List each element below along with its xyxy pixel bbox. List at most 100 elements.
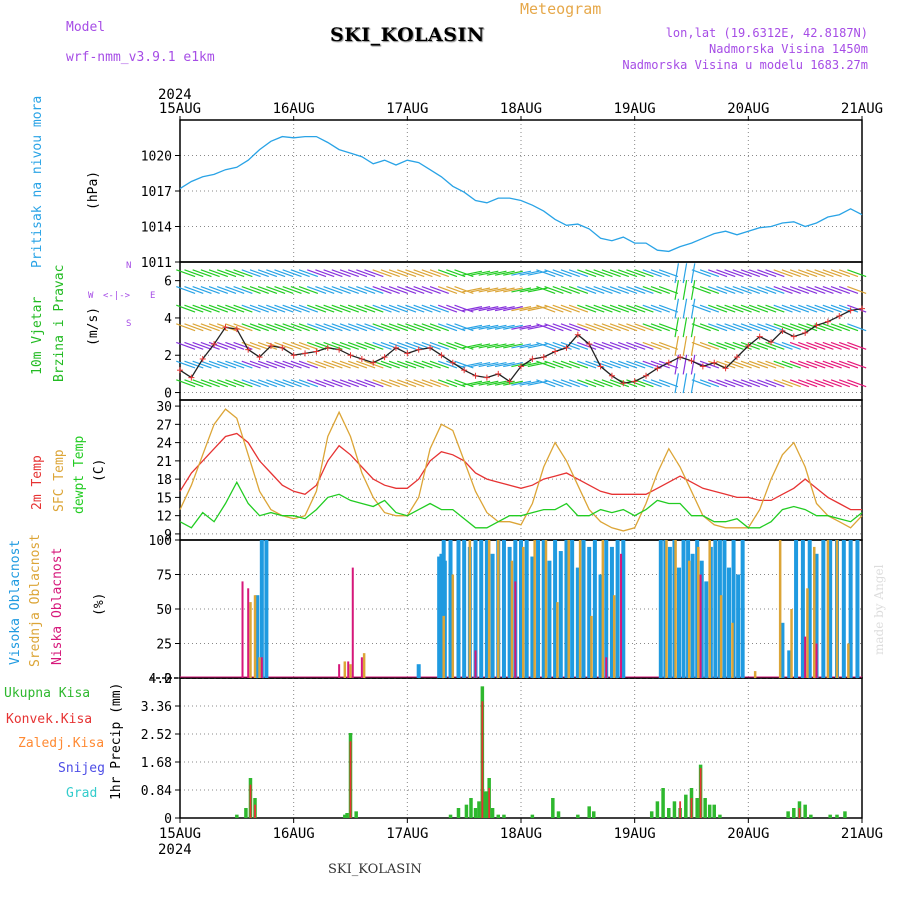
wind-barb <box>200 360 220 369</box>
precip-bar <box>473 808 478 818</box>
wind-barb <box>838 269 859 278</box>
wind-barb <box>470 380 491 386</box>
elevation-label: Nadmorska Visina 1450m <box>709 42 868 56</box>
wind-barb <box>830 323 851 332</box>
wind-barb <box>176 304 196 313</box>
wind-barb <box>372 285 392 294</box>
precip-bar <box>835 814 839 818</box>
precip-bar <box>464 804 469 818</box>
precip-bar <box>803 804 807 818</box>
model-elevation-label: Nadmorska Visina u modelu 1683.27m <box>622 58 868 72</box>
wind-barb <box>176 269 196 278</box>
precip-bar <box>235 814 239 818</box>
precip-bar <box>655 801 660 818</box>
wind-barb <box>781 341 801 350</box>
cloud-bar <box>241 581 244 678</box>
wind-barb <box>560 285 580 294</box>
y-tick-label: 1011 <box>141 256 172 271</box>
wind-barb <box>266 379 286 388</box>
wind-barb <box>544 379 564 388</box>
wind-barb <box>470 361 491 368</box>
precip-bar <box>712 804 716 818</box>
wind-barb <box>601 269 621 278</box>
precip-bar <box>672 801 677 818</box>
wind-barb <box>282 360 302 369</box>
wind-barb <box>519 343 540 349</box>
wind-barb <box>331 323 351 332</box>
wind-barb <box>814 285 834 294</box>
cloud-bar <box>501 540 506 678</box>
wind-barb <box>339 341 359 350</box>
wind-barb <box>601 304 621 313</box>
wind-barb <box>323 360 343 369</box>
wind-barb <box>847 360 867 369</box>
cloud-bar <box>731 540 736 678</box>
cloud-bar <box>778 540 782 678</box>
wind-barb <box>690 263 696 284</box>
cloud-bar <box>681 540 686 678</box>
wind-barb <box>674 317 680 338</box>
wind-barb <box>372 379 392 388</box>
wind-barb <box>494 343 515 349</box>
wind-barb <box>421 285 441 294</box>
wind-barb <box>364 285 384 294</box>
wind-barb <box>486 343 507 349</box>
x-tick-label-top: 19AUG <box>614 101 656 117</box>
wind-barb <box>773 341 793 350</box>
wind-barb <box>462 287 483 293</box>
wind-barb <box>225 379 245 388</box>
wind-barb <box>225 323 245 332</box>
x-tick-label-bottom: 17AUG <box>386 826 428 842</box>
wind-barb <box>429 360 449 369</box>
precip-label-frz: Zaledj.Kisa <box>18 736 105 751</box>
wind-barb <box>748 285 769 294</box>
wind-barb <box>708 269 728 278</box>
wind-barb <box>585 379 605 388</box>
wind-barb <box>290 360 310 369</box>
wind-barb <box>650 323 670 332</box>
wind-barb <box>478 270 499 276</box>
wind-barb <box>519 324 540 330</box>
wind-barb <box>470 270 491 276</box>
wind-barb <box>814 341 834 350</box>
wind-barb <box>568 379 589 388</box>
wind-barb <box>527 287 548 293</box>
cloud-bar <box>835 540 839 678</box>
wind-barb <box>724 285 744 294</box>
cloud-bar <box>590 615 593 678</box>
wind-barb <box>290 269 310 278</box>
wind-barb <box>290 341 310 350</box>
wind-barb <box>241 379 261 388</box>
precip-bar <box>703 798 707 818</box>
cloud-bar <box>848 540 853 678</box>
cloud-bar <box>807 540 812 678</box>
wind-barb <box>699 304 720 313</box>
cloud-bar <box>665 540 668 678</box>
wind-barb <box>364 269 384 278</box>
wind-barb <box>642 360 662 369</box>
wind-barb <box>478 361 499 368</box>
wind-barb <box>266 269 286 278</box>
x-tick-label-top: 20AUG <box>727 101 769 117</box>
precip-bar <box>718 814 722 818</box>
cloud-bar <box>570 540 575 678</box>
wind-barb <box>748 341 769 350</box>
wind-barb <box>527 270 548 276</box>
precip-bar <box>343 814 347 818</box>
wind-barb <box>748 323 769 332</box>
wind-barb <box>519 287 540 293</box>
wind-barb <box>690 335 696 356</box>
wind-barb <box>257 341 278 350</box>
cloud-bar <box>794 540 799 678</box>
wind-barb <box>298 379 319 388</box>
wind-barb <box>274 269 294 278</box>
wind-barb <box>789 269 810 278</box>
wind-barb <box>560 304 580 313</box>
wind-barb <box>241 304 261 313</box>
wind-barb <box>626 304 646 313</box>
wind-barb <box>323 285 343 294</box>
wind-barb <box>339 379 359 388</box>
wind-barb <box>200 341 220 350</box>
wind-barb <box>798 304 818 313</box>
